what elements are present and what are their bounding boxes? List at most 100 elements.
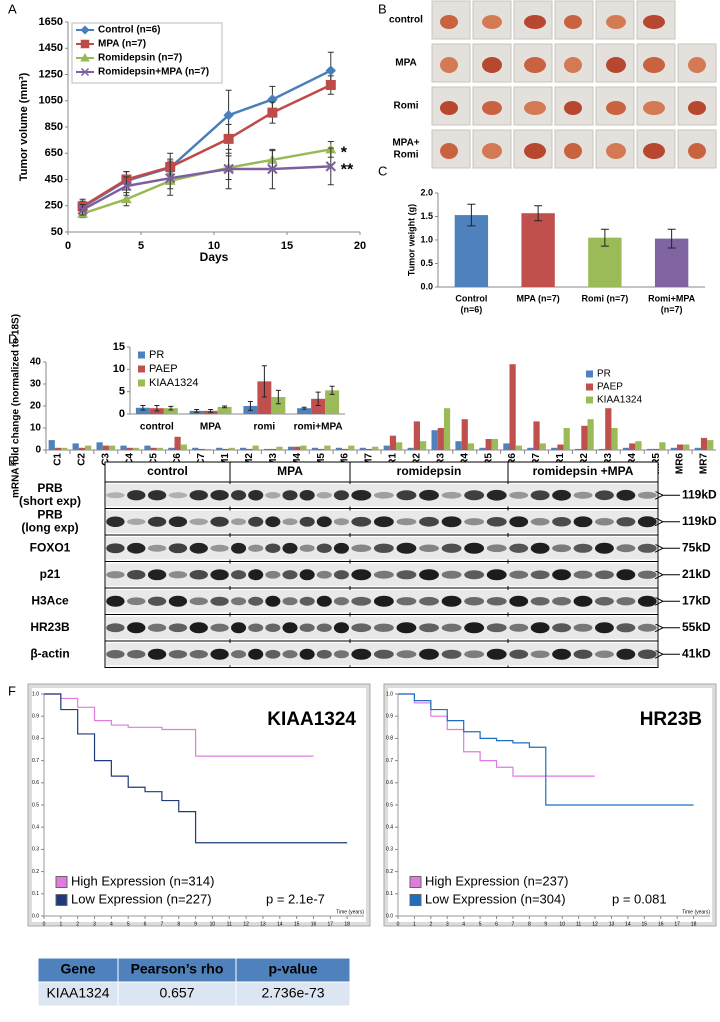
bar bbox=[659, 442, 666, 450]
legend-label: Romidepsin+MPA (n=7) bbox=[98, 67, 209, 78]
band bbox=[530, 490, 550, 501]
bar bbox=[479, 447, 486, 450]
error-bar bbox=[275, 389, 281, 405]
band bbox=[282, 622, 298, 634]
band bbox=[464, 490, 485, 501]
band bbox=[509, 491, 529, 499]
band bbox=[147, 648, 167, 660]
band bbox=[373, 595, 394, 607]
x-tick-label: 13 bbox=[609, 921, 615, 927]
x-tick-label: 11 bbox=[576, 921, 581, 927]
band bbox=[616, 517, 636, 527]
bar bbox=[163, 408, 178, 414]
y-tick-label: 0.2 bbox=[32, 869, 39, 875]
band bbox=[419, 489, 439, 501]
bar bbox=[676, 444, 684, 450]
bar bbox=[396, 442, 403, 450]
photo bbox=[595, 129, 635, 169]
x-tick-label: 3 bbox=[446, 921, 449, 927]
x-tick-label: 0 bbox=[65, 240, 71, 252]
bar bbox=[61, 447, 68, 450]
band bbox=[210, 596, 229, 606]
photo bbox=[595, 43, 635, 83]
bar bbox=[653, 448, 660, 450]
band bbox=[573, 516, 593, 528]
x-tick-label: M4 bbox=[292, 453, 303, 467]
header-text: p-value bbox=[268, 961, 317, 977]
legend-box bbox=[71, 22, 223, 84]
y-tick-label: 15 bbox=[113, 341, 125, 353]
tumor bbox=[688, 101, 706, 115]
band bbox=[552, 597, 571, 606]
band bbox=[127, 490, 146, 501]
band bbox=[231, 622, 247, 634]
data-point bbox=[121, 193, 132, 204]
band bbox=[441, 570, 462, 579]
error-bar bbox=[168, 405, 174, 411]
y-tick-label: 1650 bbox=[39, 16, 63, 28]
x-tick-label: 20 bbox=[354, 240, 366, 252]
tumor bbox=[482, 101, 502, 115]
bar bbox=[102, 445, 109, 450]
error-bar bbox=[600, 228, 609, 247]
tumor bbox=[440, 15, 458, 29]
row-label: PRB bbox=[37, 481, 63, 495]
band bbox=[282, 570, 298, 580]
y-tick-label: 0.8 bbox=[386, 736, 393, 742]
band bbox=[127, 650, 146, 659]
bar bbox=[467, 443, 475, 450]
x-tick-label: Romi (n=7) bbox=[581, 293, 628, 303]
band bbox=[441, 543, 462, 553]
error-bar bbox=[261, 365, 267, 398]
y-tick-label: 5 bbox=[119, 386, 125, 398]
x-tick-label: 18 bbox=[344, 921, 350, 927]
bar bbox=[257, 381, 272, 414]
band bbox=[637, 649, 657, 659]
band bbox=[282, 597, 298, 606]
x-tick-label: 1 bbox=[413, 921, 416, 927]
bar bbox=[348, 445, 355, 450]
bar bbox=[443, 408, 451, 450]
bar bbox=[217, 406, 232, 414]
x-tick-label: 18 bbox=[691, 921, 697, 927]
band bbox=[595, 542, 614, 554]
band bbox=[106, 650, 125, 659]
band bbox=[616, 648, 636, 660]
bar bbox=[318, 448, 325, 450]
band bbox=[299, 516, 315, 527]
band bbox=[147, 623, 167, 632]
bar bbox=[437, 428, 444, 450]
bar bbox=[276, 446, 283, 450]
row-label: FOXO1 bbox=[30, 540, 71, 554]
x-tick-label: C4 bbox=[124, 453, 135, 466]
y-tick-label: 20 bbox=[30, 401, 42, 412]
x-tick-label: R1 bbox=[388, 453, 399, 466]
legend-swatch bbox=[138, 351, 145, 359]
x-tick-label: 9 bbox=[194, 921, 197, 927]
legend-label: Low Expression (n=227) bbox=[71, 891, 212, 906]
error-bar bbox=[194, 409, 200, 413]
y-tick-label: 1.0 bbox=[386, 691, 393, 697]
cell-text: 2.736e-73 bbox=[261, 985, 324, 1001]
band bbox=[637, 543, 657, 553]
band bbox=[231, 650, 247, 659]
x-tick-label: MPA (n=7) bbox=[516, 293, 559, 303]
y-tick-label: 40 bbox=[30, 357, 42, 368]
band bbox=[441, 623, 462, 632]
band bbox=[265, 570, 281, 579]
bar bbox=[48, 440, 55, 450]
band bbox=[373, 491, 394, 499]
band bbox=[573, 595, 593, 607]
band bbox=[231, 570, 247, 580]
band bbox=[419, 544, 439, 553]
band bbox=[396, 650, 417, 659]
band bbox=[616, 569, 636, 581]
x-tick-label: 12 bbox=[243, 921, 249, 927]
tumor bbox=[524, 57, 546, 73]
band bbox=[637, 570, 657, 579]
band bbox=[595, 622, 614, 634]
data-point bbox=[223, 109, 234, 121]
band bbox=[552, 544, 571, 553]
error-bar bbox=[467, 203, 476, 227]
km-panel bbox=[32, 688, 366, 922]
